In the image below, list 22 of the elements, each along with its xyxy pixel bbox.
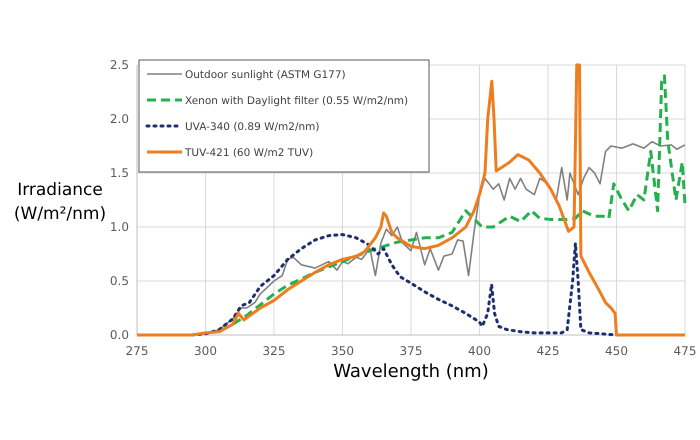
x-tick-label: 475: [674, 344, 696, 358]
x-tick-label: 450: [605, 344, 628, 358]
x-tick-label: 375: [400, 344, 422, 358]
x-tick-label: 300: [194, 344, 217, 358]
line-series: [136, 64, 686, 336]
y-axis-title: Irradiance (W/m²/nm): [14, 180, 106, 224]
x-tick-label: 350: [331, 344, 354, 358]
x-tick-label: 400: [468, 344, 491, 358]
x-axis-title: Wavelength (nm): [333, 361, 489, 382]
x-tick-label: 325: [262, 344, 286, 358]
x-tick-label: 425: [536, 344, 560, 358]
legend-label: UVA-340 (0.89 W/m2/nm): [185, 121, 320, 133]
y-tick-label: 0.5: [110, 274, 129, 288]
legend-label: Outdoor sunlight (ASTM G177): [185, 69, 346, 81]
y-tick-label: 1.5: [110, 166, 129, 180]
x-tick-label: 275: [126, 344, 148, 358]
y-tick-label: 1.0: [110, 220, 129, 234]
y-tick-label: 2.0: [110, 112, 129, 126]
legend-label: TUV-421 (60 W/m2 TUV): [184, 147, 314, 159]
y-tick-label: 0.0: [110, 328, 129, 342]
legend-label: Xenon with Daylight filter (0.55 W/m2/nm): [185, 95, 408, 107]
y-tick-label: 2.5: [110, 58, 129, 72]
